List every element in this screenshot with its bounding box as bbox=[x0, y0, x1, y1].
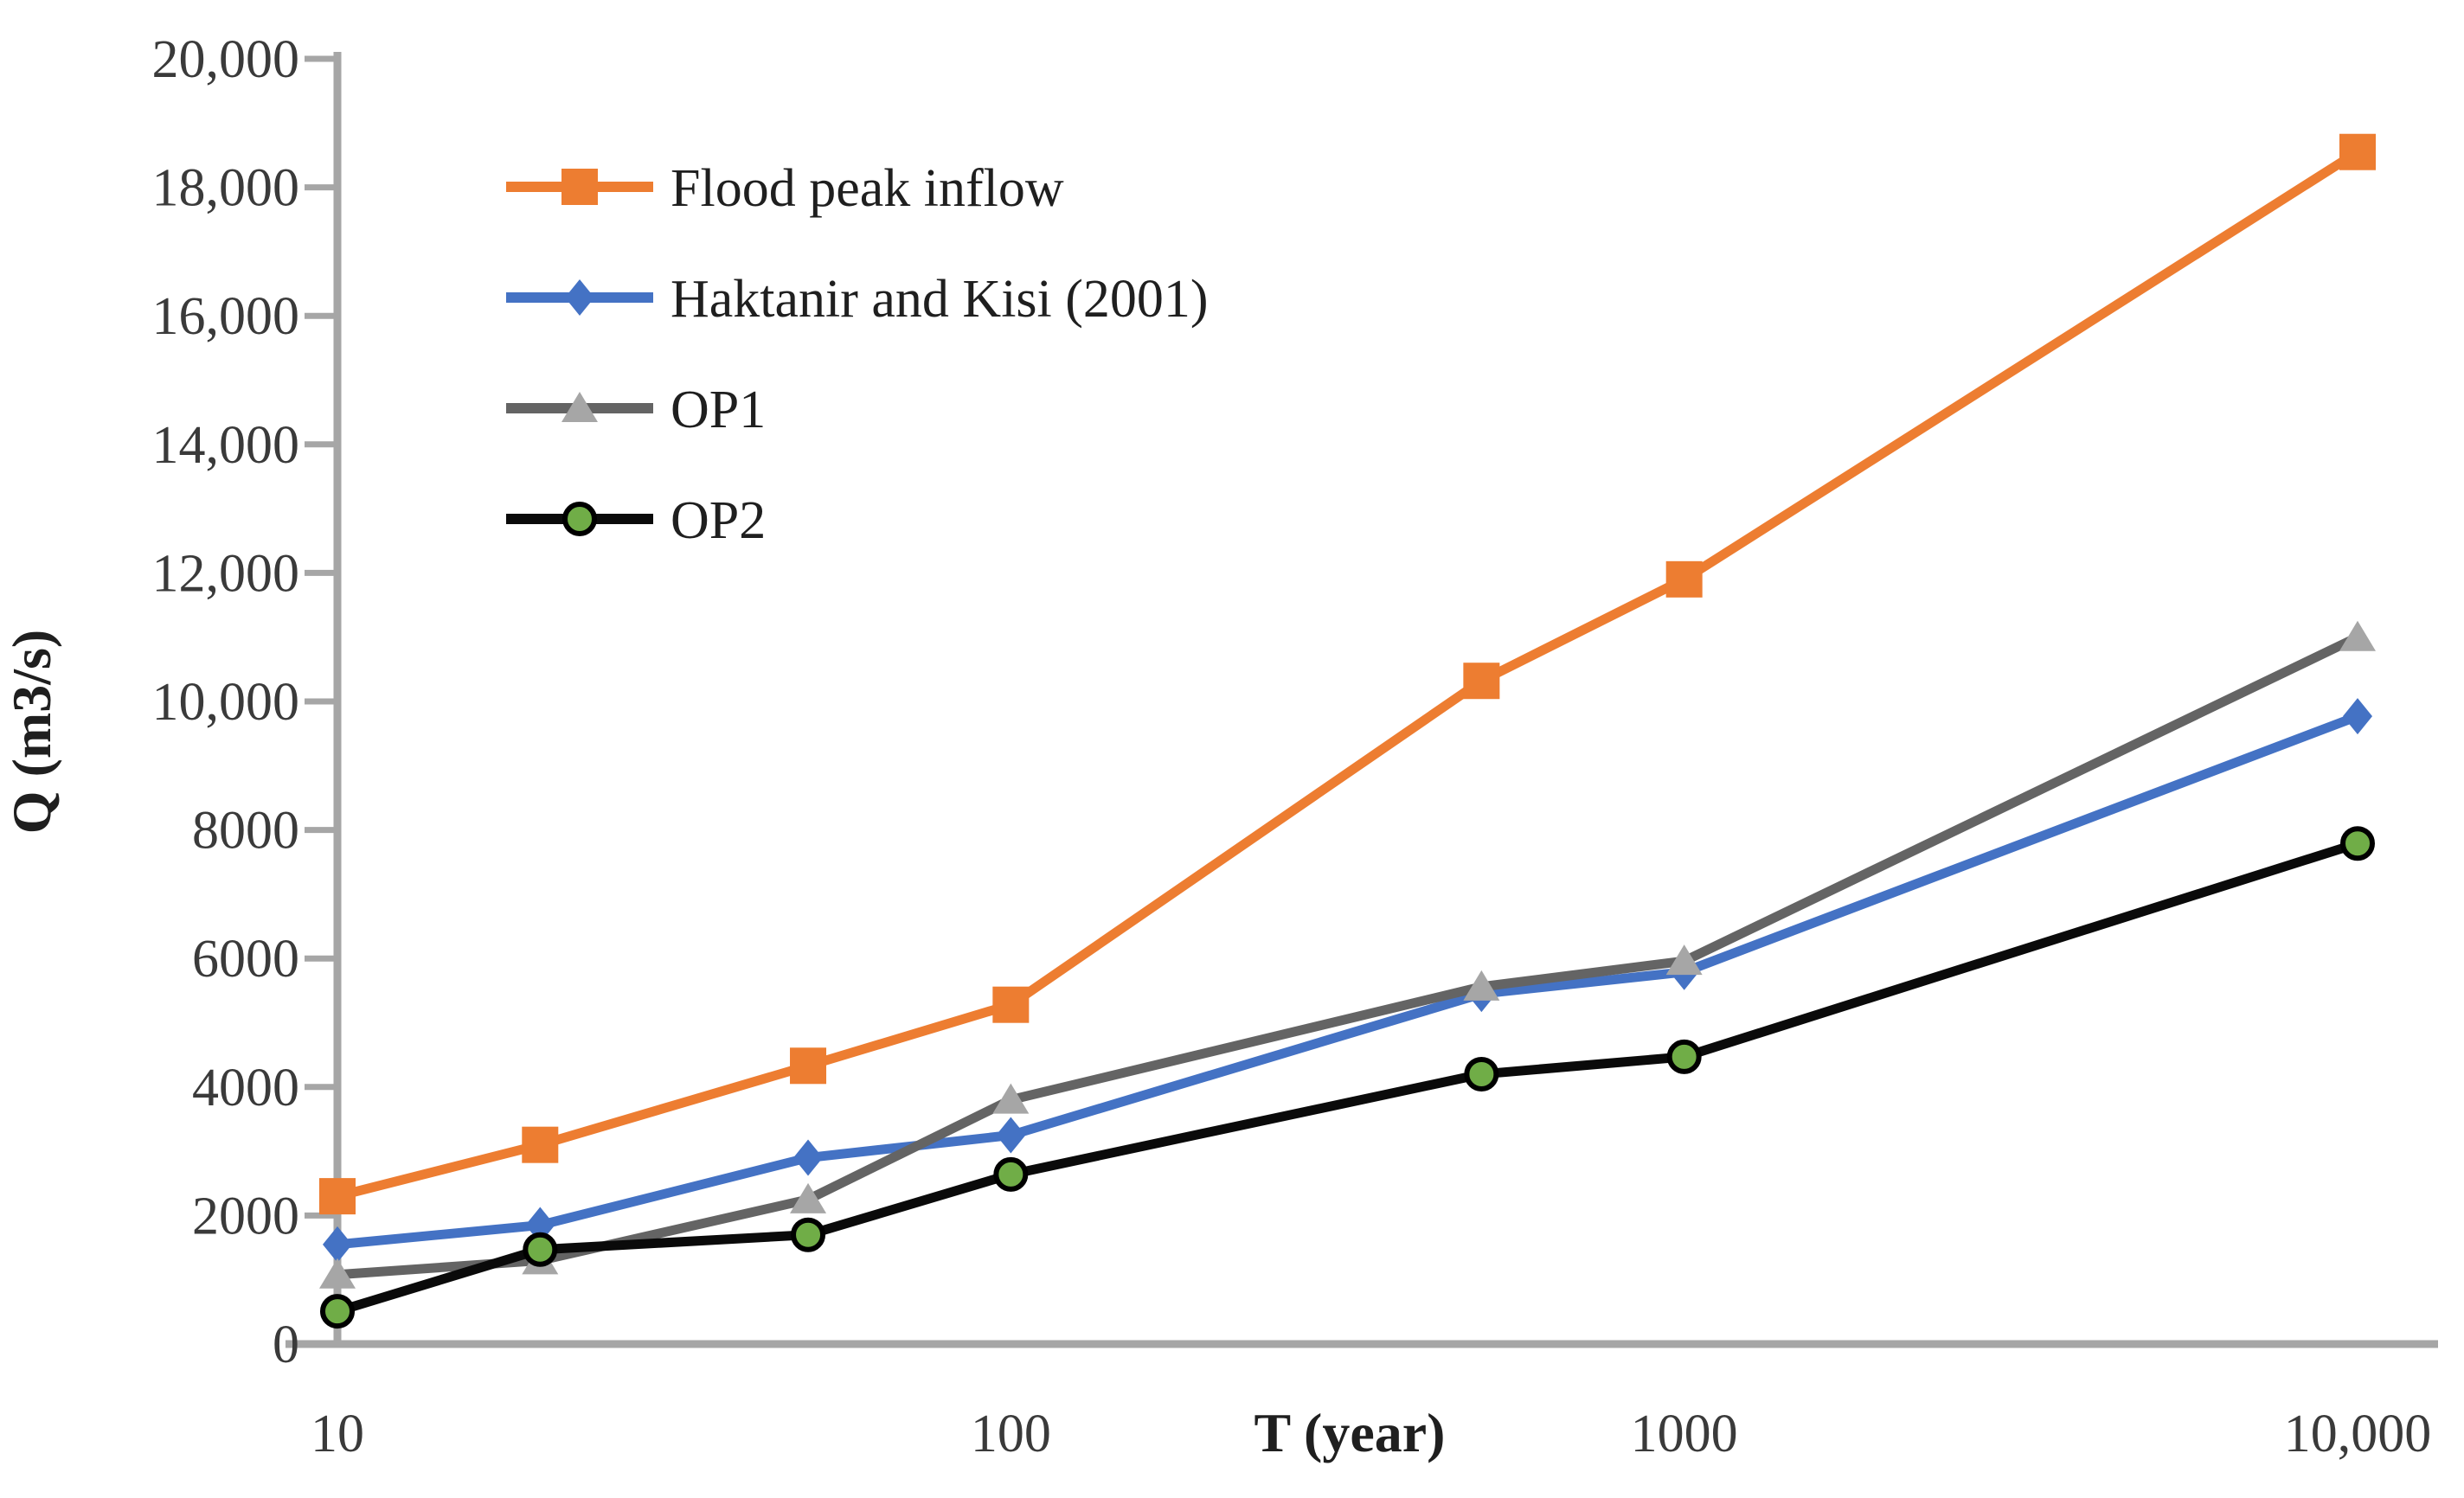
y-tick-label: 18,000 bbox=[152, 159, 300, 218]
marker-flood-peak-inflow bbox=[319, 1178, 356, 1215]
y-axis-title: Q (m3/s) bbox=[1, 630, 62, 834]
marker-op2 bbox=[993, 1156, 1029, 1192]
marker-op1 bbox=[790, 1182, 827, 1213]
x-axis-title: T (year) bbox=[1254, 1402, 1446, 1463]
marker-op1 bbox=[319, 1258, 356, 1289]
legend-item-haktanir-and-kisi-2001: Haktanir and Kisi (2001) bbox=[506, 270, 1209, 329]
marker-op1 bbox=[2339, 620, 2376, 651]
marker-haktanir-and-kisi-2001 bbox=[996, 1117, 1026, 1154]
series-line-op1 bbox=[332, 632, 2363, 1280]
legend-marker-op1 bbox=[561, 392, 598, 422]
legend-label-op2: OP2 bbox=[671, 491, 766, 550]
series-flood-peak-inflow bbox=[319, 133, 2376, 1215]
marker-op1 bbox=[1665, 944, 1703, 976]
legend-marker-haktanir-and-kisi-2001 bbox=[565, 279, 594, 316]
legend-item-op1: OP1 bbox=[506, 381, 766, 439]
y-tick-label: 20,000 bbox=[152, 30, 300, 89]
series-op2 bbox=[320, 826, 2375, 1329]
series-line-op2 bbox=[332, 838, 2363, 1316]
y-tick-label: 6000 bbox=[192, 930, 299, 989]
marker-haktanir-and-kisi-2001 bbox=[323, 1226, 352, 1263]
y-tick-label: 4000 bbox=[192, 1059, 299, 1117]
y-tick-label: 14,000 bbox=[152, 416, 300, 475]
x-tick-label: 10 bbox=[311, 1405, 364, 1463]
legend-label-op1: OP1 bbox=[671, 381, 766, 439]
series-line-flood-peak-inflow bbox=[332, 147, 2363, 1201]
y-tick-label: 16,000 bbox=[152, 287, 300, 346]
y-tick-label: 10,000 bbox=[152, 673, 300, 732]
marker-flood-peak-inflow bbox=[790, 1047, 827, 1085]
y-tick-label: 2000 bbox=[192, 1187, 299, 1245]
axes-layer: 20,000 18,000 16,000 14,000 12,000 10,000 8000… bbox=[152, 30, 2438, 1463]
marker-flood-peak-inflow bbox=[992, 986, 1030, 1023]
x-tick-label: 1000 bbox=[1631, 1405, 1738, 1463]
y-tick-label: 0 bbox=[273, 1316, 299, 1374]
marker-flood-peak-inflow bbox=[522, 1126, 559, 1163]
legend-marker-op2 bbox=[562, 502, 597, 536]
marker-op2 bbox=[320, 1294, 355, 1329]
legend-marker-flood-peak-inflow bbox=[561, 169, 598, 205]
x-tick-label: 100 bbox=[971, 1405, 1051, 1463]
marker-op1 bbox=[992, 1083, 1030, 1114]
marker-flood-peak-inflow bbox=[1463, 663, 1500, 700]
y-tick-label: 8000 bbox=[192, 802, 299, 861]
series-layer bbox=[319, 133, 2376, 1329]
marker-op2 bbox=[1464, 1056, 1499, 1091]
legend-label-flood-peak-inflow: Flood peak inflow bbox=[671, 159, 1064, 218]
y-tick-label: 12,000 bbox=[152, 544, 300, 603]
series-op1 bbox=[319, 620, 2376, 1289]
marker-op2 bbox=[791, 1217, 826, 1252]
marker-op2 bbox=[523, 1232, 558, 1267]
marker-haktanir-and-kisi-2001 bbox=[793, 1139, 824, 1176]
legend-layer: Flood peak inflow Haktanir and Kisi (2001… bbox=[506, 159, 1209, 550]
marker-flood-peak-inflow bbox=[2339, 133, 2376, 170]
legend-label-haktanir-and-kisi-2001: Haktanir and Kisi (2001) bbox=[671, 270, 1209, 329]
marker-op2 bbox=[1666, 1039, 1702, 1074]
legend-item-flood-peak-inflow: Flood peak inflow bbox=[506, 159, 1064, 218]
marker-op1 bbox=[1463, 970, 1500, 1001]
x-tick-label: 10,000 bbox=[2284, 1405, 2432, 1463]
legend-item-op2: OP2 bbox=[506, 491, 766, 550]
marker-flood-peak-inflow bbox=[1665, 560, 1703, 598]
marker-haktanir-and-kisi-2001 bbox=[2343, 698, 2372, 735]
series-line-haktanir-and-kisi-2001 bbox=[332, 711, 2363, 1250]
marker-op2 bbox=[2340, 826, 2375, 861]
